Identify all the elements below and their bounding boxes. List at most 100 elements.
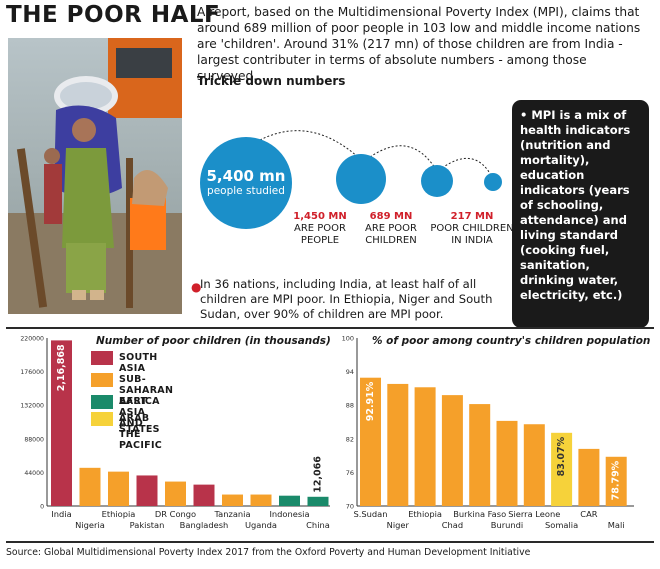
trickle-heading: Trickle down numbers xyxy=(197,74,346,88)
poor-people-text2: PEOPLE xyxy=(300,235,340,246)
page-title: THE POOR HALF xyxy=(6,2,221,28)
x-tick-label: CAR xyxy=(580,509,597,519)
poor-children-value: 689 MN xyxy=(369,211,413,222)
chart2-title: % of poor among country's children popul… xyxy=(372,335,651,347)
x-tick-label: Ethiopia xyxy=(102,509,136,519)
legend-africa: SUB-SAHARAN AFRICA xyxy=(119,374,174,407)
legend-swatch-south-asia xyxy=(91,351,113,365)
y-tick-label: 82 xyxy=(346,435,354,443)
poor-children-chart: 0 44000 88000 132000 176000 220000 India 2,16,8… xyxy=(20,336,330,530)
legend-east-asia: EAST ASIA AND THE PACIFIC xyxy=(119,396,163,451)
bar-sierra-leone xyxy=(523,424,545,506)
bar-ethiopia xyxy=(414,387,436,506)
x-tick-label: Burkina Faso xyxy=(453,509,506,519)
trickle-diagram xyxy=(200,130,502,229)
y-tick-label: 176000 xyxy=(20,369,44,376)
x-tick-label: Indonesia xyxy=(269,509,309,519)
y-tick-label: 132000 xyxy=(20,403,44,410)
poor-people-value: 1,450 MN xyxy=(293,211,347,222)
legend-swatch-africa xyxy=(91,373,113,387)
y-tick-label: 94 xyxy=(346,368,354,376)
people-studied-circle xyxy=(200,137,292,229)
people-studied-label: people studied xyxy=(207,185,285,197)
woman-child-photo xyxy=(8,38,182,314)
bullet-icon: ● xyxy=(191,280,202,294)
nations-note: In 36 nations, including India, at least… xyxy=(200,277,493,321)
bar-india xyxy=(51,340,72,506)
poor-children-circle xyxy=(421,165,453,197)
data-label: 92.91% xyxy=(365,381,376,421)
bar-pakistan xyxy=(136,475,158,506)
poor-percent-chart: 7076828894100S.Sudan92.91%NigerEthiopiaC… xyxy=(342,335,634,530)
x-tick-label: Nigeria xyxy=(75,520,105,530)
data-label: 12,066 xyxy=(313,456,324,493)
bar-niger xyxy=(387,383,409,506)
x-tick-label: Ethiopia xyxy=(408,509,442,519)
bar-s-sudan xyxy=(360,377,381,506)
poor-children-text1: ARE POOR xyxy=(364,223,417,234)
bar-car xyxy=(578,448,600,506)
x-tick-label: DR Congo xyxy=(155,509,196,519)
mpi-info-box: • MPI is a mix of health indicators (nut… xyxy=(512,100,649,328)
bar-ethiopia xyxy=(108,471,129,506)
india-children-label: 217 MN POOR CHILDREN IN INDIA xyxy=(426,211,518,247)
bar-burkina-faso xyxy=(469,404,491,506)
legend-arab: ARAB STATES xyxy=(119,413,160,435)
india-children-text2: IN INDIA xyxy=(451,235,493,246)
y-tick-label: 70 xyxy=(346,503,354,511)
bar-somalia xyxy=(551,432,573,506)
x-tick-label: China xyxy=(306,520,330,530)
poor-children-text2: CHILDREN xyxy=(365,235,417,246)
bar-mali xyxy=(605,456,627,506)
y-tick-label: 220000 xyxy=(20,336,44,343)
poor-people-text1: ARE POOR xyxy=(293,223,346,234)
x-tick-label: Niger xyxy=(387,520,410,530)
india-children-circle xyxy=(484,173,502,191)
x-tick-label: Mali xyxy=(608,520,625,530)
bar-chad xyxy=(441,395,463,506)
divider xyxy=(6,327,654,329)
bar-tanzania xyxy=(222,494,243,506)
divider xyxy=(6,541,654,543)
x-tick-label: Chad xyxy=(442,520,463,530)
mpi-info-text: • MPI is a mix of health indicators (nut… xyxy=(520,108,631,302)
bar-dr-congo xyxy=(165,481,186,506)
india-children-text1: POOR CHILDREN xyxy=(430,223,514,234)
y-tick-label: 0 xyxy=(40,504,44,511)
people-studied-value: 5,400 mn xyxy=(206,167,286,185)
bar-bangladesh xyxy=(193,484,215,506)
connector-line xyxy=(369,145,436,169)
data-label: 78.79% xyxy=(611,460,622,500)
y-tick-label: 76 xyxy=(346,469,354,477)
x-tick-label: Burundi xyxy=(491,520,523,530)
bar-indonesia xyxy=(279,495,300,506)
x-tick-label: S.Sudan xyxy=(353,509,387,519)
x-tick-label: Pakistan xyxy=(130,520,165,530)
legend-swatch-arab xyxy=(91,412,113,426)
bar-burundi xyxy=(496,420,518,506)
bar-china xyxy=(307,496,329,506)
x-tick-label: Uganda xyxy=(245,520,277,530)
connector-line xyxy=(441,157,493,178)
india-children-value: 217 MN xyxy=(450,211,494,222)
chart1-title: Number of poor children (in thousands) xyxy=(96,335,331,347)
x-tick-label: Bangladesh xyxy=(180,520,229,530)
poor-people-label: 1,450 MN ARE POOR PEOPLE xyxy=(281,211,359,247)
x-tick-label: India xyxy=(51,509,71,519)
y-tick-label: 88 xyxy=(346,402,354,410)
x-tick-label: Somalia xyxy=(545,520,578,530)
bar-nigeria xyxy=(79,467,101,506)
connector-line xyxy=(259,130,359,158)
y-tick-label: 44000 xyxy=(24,470,44,477)
data-label: 2,16,868 xyxy=(56,344,67,391)
source-note: Source: Global Multidimensional Poverty … xyxy=(6,547,531,558)
legend-swatch-east-asia xyxy=(91,395,113,409)
poor-people-circle xyxy=(336,154,386,204)
intro-text: A report, based on the Multidimensional … xyxy=(197,5,641,83)
legend-south-asia: SOUTH ASIA xyxy=(119,352,158,374)
y-tick-label: 100 xyxy=(342,335,354,343)
bar-uganda xyxy=(250,494,272,506)
data-label: 83.07% xyxy=(556,436,567,476)
poor-children-label: 689 MN ARE POOR CHILDREN xyxy=(352,211,430,247)
x-tick-label: Sierra Leone xyxy=(508,509,560,519)
